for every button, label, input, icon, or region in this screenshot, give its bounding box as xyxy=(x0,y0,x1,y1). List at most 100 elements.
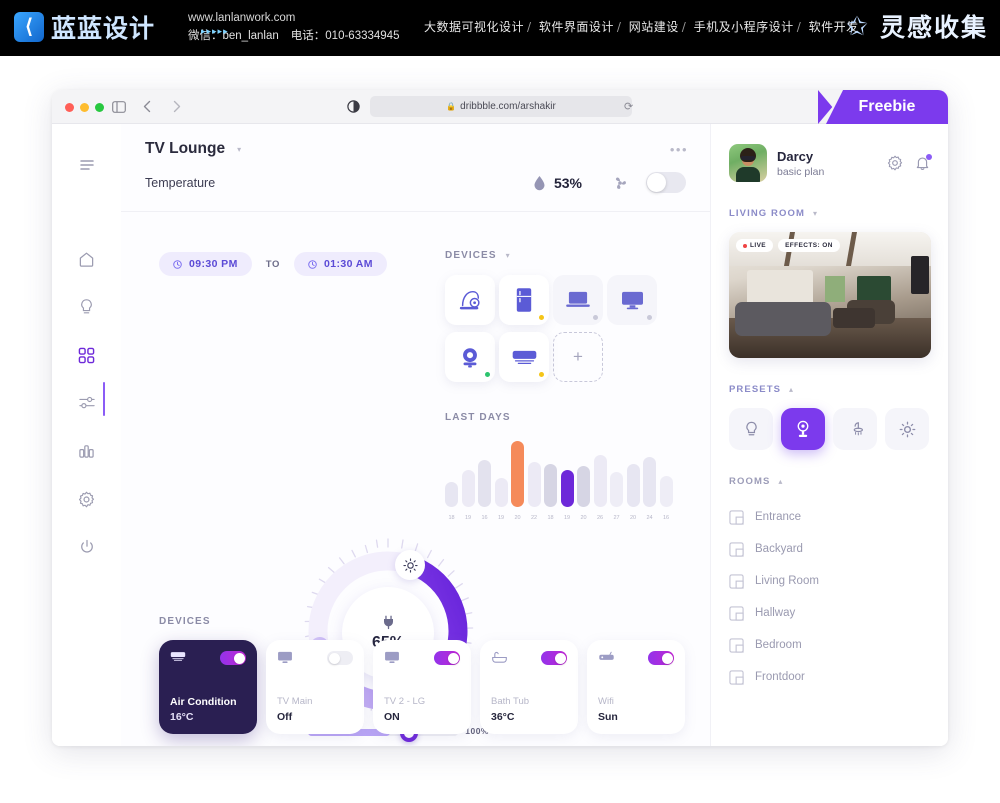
room-selector-label: LIVING ROOM xyxy=(729,208,805,219)
device-tile-laptop[interactable] xyxy=(553,275,603,325)
add-device-button[interactable]: + xyxy=(553,332,603,382)
preset-shower[interactable] xyxy=(833,408,877,450)
sidebar-item-settings[interactable] xyxy=(70,482,104,516)
sidebar-item-statistics[interactable] xyxy=(70,434,104,468)
device-toggle[interactable] xyxy=(327,651,353,665)
camera-feed[interactable]: LIVE EFFECTS: ON xyxy=(729,232,931,358)
minimize-icon[interactable] xyxy=(80,103,89,112)
monitor-icon xyxy=(621,291,643,309)
room-list-item[interactable]: Living Room xyxy=(729,565,930,597)
room-list-item[interactable]: Hallway xyxy=(729,597,930,629)
presets-header[interactable]: PRESETS ▴ xyxy=(729,384,930,395)
device-tile-monitor[interactable] xyxy=(607,275,657,325)
preset-lamp[interactable] xyxy=(781,408,825,450)
room-list-item[interactable]: Entrance xyxy=(729,501,930,533)
forward-icon[interactable] xyxy=(168,98,185,115)
device-card[interactable]: TV 2 - LG ON xyxy=(373,640,471,734)
camera-icon xyxy=(463,348,477,368)
device-toggle[interactable] xyxy=(648,651,674,665)
tv-icon xyxy=(384,651,400,664)
room-list-item[interactable]: Frontdoor xyxy=(729,661,930,693)
window-controls[interactable] xyxy=(65,103,104,112)
sidebar-item-dashboard[interactable] xyxy=(70,338,104,372)
device-tile-camera[interactable] xyxy=(445,332,495,382)
device-card[interactable]: Wifi Sun xyxy=(587,640,685,734)
room-name: Hallway xyxy=(755,607,796,619)
app-body: TV Lounge ▾ ••• Temperature 53% xyxy=(52,124,948,746)
schedule-from-pill[interactable]: 09:30 PM xyxy=(159,252,252,276)
toggle-knob xyxy=(554,652,566,664)
chart-x-labels: 18 19 16 19 20 22 18 19 20 26 27 20 24 16 xyxy=(445,515,690,521)
chart-bar xyxy=(445,481,458,507)
device-card[interactable]: Air Condition 16°C xyxy=(159,640,257,734)
room-selector[interactable]: LIVING ROOM ▾ xyxy=(729,208,930,219)
chevron-up-icon[interactable]: ▴ xyxy=(778,477,783,486)
address-bar[interactable]: 🔒 dribbble.com/arshakir xyxy=(370,96,632,117)
left-nav-rail xyxy=(52,124,121,746)
device-toggle[interactable] xyxy=(541,651,567,665)
rooms-header[interactable]: ROOMS ▴ xyxy=(729,476,930,487)
user-profile[interactable]: Darcy basic plan xyxy=(729,144,932,182)
preset-brightness[interactable] xyxy=(885,408,929,450)
room-list-item[interactable]: Bedroom xyxy=(729,629,930,661)
sidebar-item-controls[interactable] xyxy=(70,386,104,420)
sidebar-item-home[interactable] xyxy=(70,242,104,276)
banner-right-text: 灵感收集 xyxy=(879,13,988,42)
chart-bar xyxy=(544,464,557,507)
chevron-down-icon[interactable]: ▾ xyxy=(812,209,817,218)
chevron-down-icon[interactable]: ▾ xyxy=(505,251,510,260)
device-tile-vacuum[interactable] xyxy=(445,275,495,325)
rooms-list: Entrance Backyard Living Room Hallway Bedroo… xyxy=(729,501,930,693)
device-card-name: Air Condition xyxy=(170,696,237,708)
service-2: 网站建设 xyxy=(628,20,679,34)
browser-window: 🔒 dribbble.com/arshakir ⟳ Freebie xyxy=(52,90,948,746)
preset-bulb[interactable] xyxy=(729,408,773,450)
chart-bar xyxy=(560,470,574,507)
page-title: TV Lounge xyxy=(145,140,226,157)
chrome-nav[interactable] xyxy=(110,98,185,115)
close-icon[interactable] xyxy=(65,103,74,112)
menu-icon[interactable] xyxy=(70,148,104,182)
device-card-value: 16°C xyxy=(170,711,194,723)
maximize-icon[interactable] xyxy=(95,103,104,112)
sun-icon[interactable] xyxy=(395,550,425,580)
chart-x-tick: 18 xyxy=(547,515,554,521)
sidebar-item-lighting[interactable] xyxy=(70,290,104,324)
schedule-until-pill[interactable]: 01:30 AM xyxy=(293,252,387,276)
shield-icon[interactable] xyxy=(347,100,360,113)
chart-bar xyxy=(461,470,475,507)
device-card[interactable]: Bath Tub 36°C xyxy=(480,640,578,734)
device-card[interactable]: TV Main Off xyxy=(266,640,364,734)
fan-icon[interactable] xyxy=(612,175,628,191)
toggle-knob xyxy=(447,652,459,664)
device-tile-fridge[interactable] xyxy=(499,275,549,325)
promo-banner: ⟨ 蓝蓝设计 www.lanlanwork.com ▸▸▸▸▸ 微信：ben_l… xyxy=(0,0,1000,56)
device-tile-ac[interactable] xyxy=(499,332,549,382)
chart-x-tick: 20 xyxy=(580,515,587,521)
status-dot xyxy=(647,315,652,320)
chevron-up-icon[interactable]: ▴ xyxy=(789,385,794,394)
device-toggle[interactable] xyxy=(434,651,460,665)
sidebar-item-power[interactable] xyxy=(70,530,104,564)
room-list-item[interactable]: Backyard xyxy=(729,533,930,565)
url-text: dribbble.com/arshakir xyxy=(460,101,556,112)
sidebar-toggle-icon[interactable] xyxy=(110,98,127,115)
toggle-knob xyxy=(661,652,673,664)
vacuum-icon xyxy=(459,290,480,310)
device-card-name: Wifi xyxy=(598,696,614,707)
room-name: Entrance xyxy=(755,511,802,523)
schedule-row: 09:30 PM TO 01:30 AM xyxy=(159,252,387,276)
device-card-value: 36°C xyxy=(491,711,515,723)
chart-x-tick: 24 xyxy=(646,515,653,521)
live-badge: LIVE xyxy=(736,239,774,252)
reload-icon[interactable]: ⟳ xyxy=(624,101,634,113)
chevron-down-icon[interactable]: ▾ xyxy=(237,144,242,154)
back-icon[interactable] xyxy=(139,98,156,115)
gear-icon[interactable] xyxy=(887,155,903,171)
lock-icon: 🔒 xyxy=(446,102,457,111)
fan-toggle[interactable] xyxy=(646,172,686,193)
ac-icon xyxy=(170,651,186,662)
bell-icon[interactable] xyxy=(915,154,932,171)
more-options-button[interactable]: ••• xyxy=(669,142,688,157)
device-toggle[interactable] xyxy=(220,651,246,665)
